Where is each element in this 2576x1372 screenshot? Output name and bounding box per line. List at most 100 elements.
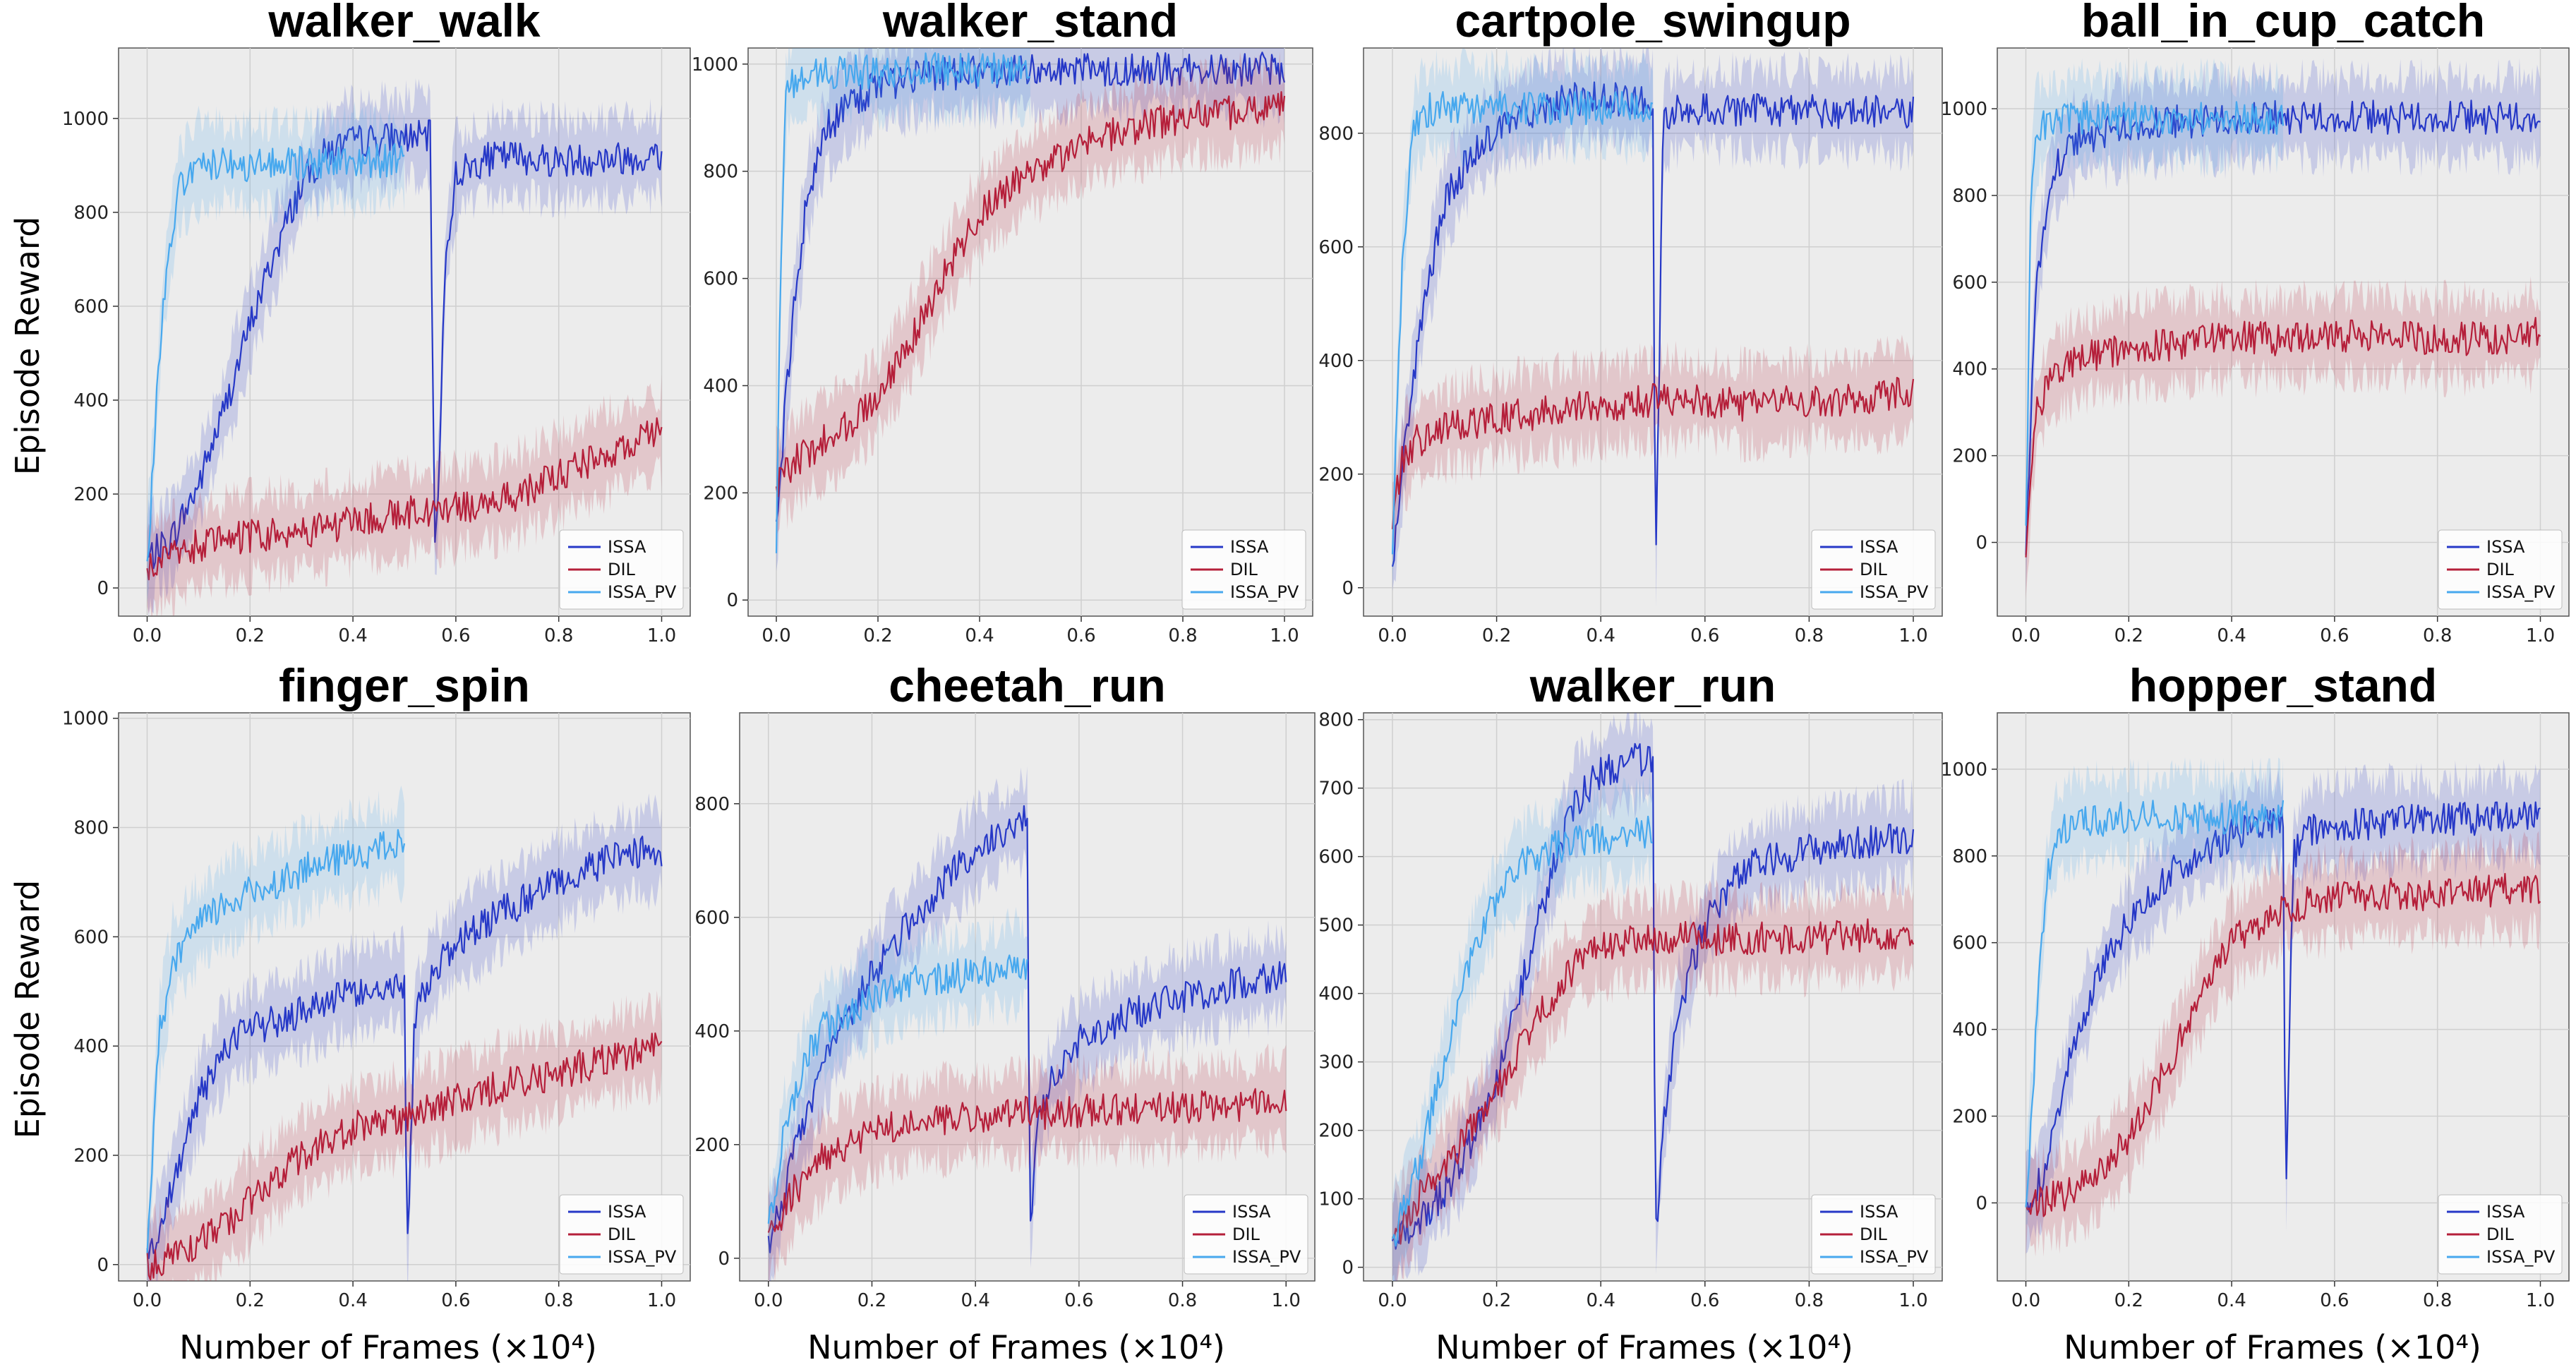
y-tick-label: 800 [73,818,109,839]
series-line-DIL [2025,872,2541,1217]
y-tick-label: 600 [73,927,109,948]
series-line-DIL [2025,317,2541,558]
y-tick-label: 400 [1318,351,1354,372]
x-tick-label: 0.8 [1168,625,1197,646]
y-tick-label: 0 [97,578,109,599]
y-tick-label: 800 [73,203,109,224]
x-tick-label: 0.8 [2423,1290,2452,1311]
y-tick-label: 800 [1318,124,1354,145]
series-line-ISSA_PV [775,52,1031,553]
series-band-ISSA_PV [147,101,404,603]
y-tick-label: 1000 [1941,99,1987,120]
x-tick-label: 0.0 [762,625,790,646]
y-tick-label: 600 [1952,272,1987,294]
y-tick-label: 0 [726,590,738,611]
series-layer [1391,713,1915,1281]
y-tick-label: 200 [694,1135,730,1156]
legend-label-ISSA: ISSA [2486,537,2525,557]
series-band-ISSA_PV [147,786,404,1281]
panel-walker_walk: walker_walk 0.0 0.2 0.4 0.6 0.8 1.0 0 200 400 600 8… [62,0,691,646]
y-tick-label: 800 [703,162,738,183]
series-band-DIL [2026,831,2541,1260]
y-tick-label: 600 [694,908,730,929]
x-tick-label: 0.4 [2217,1290,2246,1311]
x-tick-label: 0.0 [1378,625,1407,646]
x-tick-label: 0.0 [1378,1290,1407,1311]
series-line-DIL [1392,918,1915,1245]
x-tick-label: 0.0 [133,625,162,646]
legend-label-ISSA: ISSA [1232,1202,1271,1222]
legend-box [1184,1194,1308,1275]
legend-label-DIL: DIL [2486,560,2515,579]
series-band-DIL [147,374,662,616]
y-tick-label: 800 [1952,186,1987,207]
x-tick-label: 0.0 [754,1290,783,1311]
legend-box [559,529,684,610]
y-tick-label: 100 [1318,1189,1354,1210]
series-line-ISSA [775,52,1286,522]
y-tick-label: 1000 [62,709,109,730]
series-layer [2025,57,2541,599]
x-tick-label: 0.2 [857,1290,886,1311]
y-tick-label: 800 [694,794,730,815]
y-tick-label: 600 [703,269,738,290]
series-layer [767,766,1287,1281]
y-tick-label: 300 [1318,1052,1354,1073]
x-tick-label: 0.6 [1066,625,1095,646]
x-tick-label: 0.2 [2114,1290,2143,1311]
series-band-ISSA_PV [768,907,1028,1268]
series-band-ISSA [776,48,1284,572]
series-band-ISSA [147,78,662,616]
y-tick-label: 200 [1952,1106,1987,1127]
legend-label-DIL: DIL [1860,1224,1888,1244]
y-tick-label: 400 [1318,984,1354,1005]
x-tick-label: 0.8 [2423,625,2452,646]
x-tick-label: 0.4 [338,625,367,646]
y-tick-label: 200 [73,1145,109,1167]
series-line-ISSA [2026,801,2541,1212]
y-tick-label: 0 [97,1255,109,1276]
y-tick-label: 600 [1318,847,1354,868]
legend-label-ISSA_PV: ISSA_PV [2486,1247,2556,1267]
series-line-ISSA_PV [1391,90,1654,555]
series-band-DIL [1392,874,1913,1281]
series-line-ISSA [146,836,663,1260]
x-tick-label: 0.0 [2011,625,2040,646]
x-axis-label-4: Number of Frames (×10⁴) [2064,1328,2481,1366]
x-tick-label: 0.4 [2217,625,2246,646]
legend-label-ISSA_PV: ISSA_PV [1232,1247,1301,1267]
legend-label-DIL: DIL [1860,560,1888,579]
panel-walker_run: walker_run 0.0 0.2 0.4 0.6 0.8 1.0 0 100 200 300 40… [1318,659,1943,1311]
y-tick-label: 600 [1952,933,1987,954]
legend-label-ISSA_PV: ISSA_PV [1860,582,1929,602]
legend-label-ISSA: ISSA [1230,537,1269,557]
legend-label-DIL: DIL [1230,560,1258,579]
y-tick-label: 800 [1318,710,1354,731]
y-tick-label: 200 [1952,446,1987,467]
x-tick-label: 0.4 [961,1290,989,1311]
x-tick-label: 0.0 [133,1290,162,1311]
x-tick-label: 0.8 [1795,625,1824,646]
y-tick-label: 200 [73,484,109,505]
series-band-ISSA [768,766,1287,1281]
y-tick-label: 200 [703,483,738,504]
panel-walker_stand: walker_stand 0.0 0.2 0.4 0.6 0.8 1.0 0 200 400 600… [692,0,1313,646]
chart-title: cartpole_swingup [1455,0,1850,47]
legend-label-DIL: DIL [1232,1224,1260,1244]
panels: walker_walk 0.0 0.2 0.4 0.6 0.8 1.0 0 200 400 600 8… [62,0,2570,1311]
series-line-DIL [767,1088,1287,1233]
legend-label-DIL: DIL [608,1224,636,1244]
x-tick-label: 0.4 [1587,1290,1615,1311]
y-tick-label: 400 [703,375,738,397]
series-band-ISSA_PV [1392,48,1653,585]
y-tick-label: 400 [694,1021,730,1042]
legend-box [559,1194,684,1275]
chart-title: hopper_stand [2129,659,2437,711]
series-line-DIL [146,1032,663,1281]
y-tick-label: 0 [1975,533,1987,554]
legend-label-ISSA: ISSA [1860,1202,1898,1222]
